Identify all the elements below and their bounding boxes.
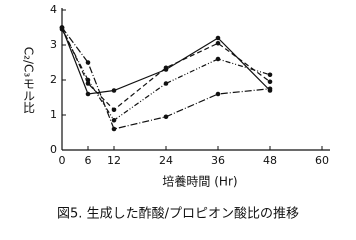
x-tick-label: 48 xyxy=(263,154,277,167)
point xyxy=(215,91,221,97)
point xyxy=(267,86,273,92)
y-tick-label: 3 xyxy=(50,38,57,51)
series-line xyxy=(61,27,271,111)
series-line xyxy=(61,27,271,95)
x-tick-label: 0 xyxy=(59,154,66,167)
y-tick-label: 1 xyxy=(50,108,57,121)
point xyxy=(163,81,169,86)
point xyxy=(215,35,221,41)
point xyxy=(215,56,221,62)
series-line xyxy=(61,27,271,130)
y-tick-label: 0 xyxy=(50,143,57,156)
x-tick-label: 6 xyxy=(85,154,92,167)
point xyxy=(111,88,117,93)
point xyxy=(111,126,117,132)
x-tick-label: 24 xyxy=(159,154,173,167)
point xyxy=(111,117,117,123)
chart: C₂/C₃モル比 培養時間 (Hr) 図5. 生成した酢酸/プロピオン酸比の推移… xyxy=(22,3,330,222)
point xyxy=(163,114,169,120)
point xyxy=(111,107,117,113)
x-tick-label: 12 xyxy=(107,154,121,167)
y-axis-label: C₂/C₃モル比 xyxy=(22,47,36,114)
series-line xyxy=(61,28,271,122)
y-tick-label: 2 xyxy=(50,73,57,86)
x-tick-label: 36 xyxy=(211,154,225,167)
y-tick-label: 4 xyxy=(50,3,57,16)
point xyxy=(267,72,273,78)
point xyxy=(215,40,221,46)
point xyxy=(267,79,273,85)
point xyxy=(85,91,91,97)
caption: 図5. 生成した酢酸/プロピオン酸比の推移 xyxy=(57,207,299,222)
point xyxy=(163,65,169,71)
point xyxy=(59,25,65,30)
point xyxy=(85,60,91,65)
x-tick-label: 60 xyxy=(315,154,329,167)
point xyxy=(85,77,91,83)
x-axis-label: 培養時間 (Hr) xyxy=(162,174,237,189)
